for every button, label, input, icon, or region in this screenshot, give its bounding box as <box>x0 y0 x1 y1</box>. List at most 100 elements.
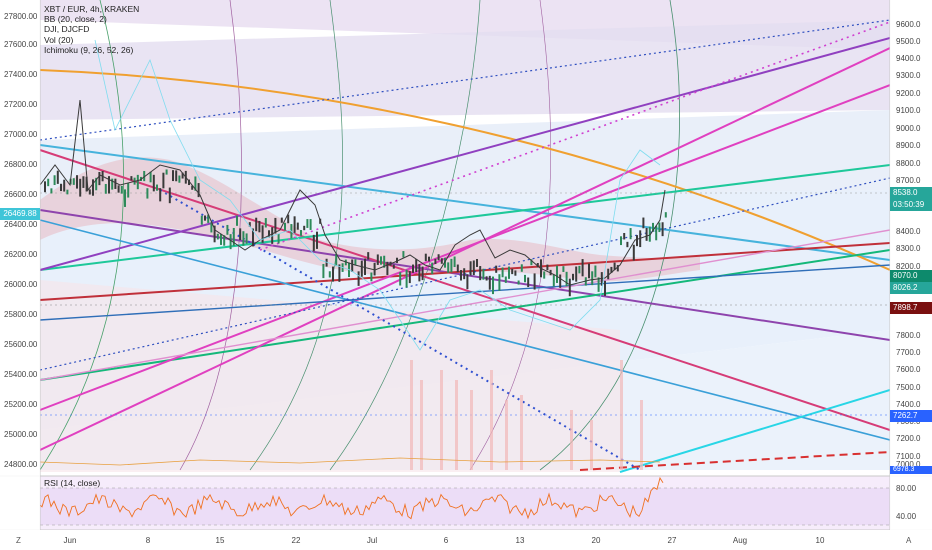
candle <box>511 268 514 275</box>
countdown-badge: 03:50:39 <box>890 199 932 211</box>
candle <box>364 258 366 276</box>
dji-overlay-label[interactable]: DJI, DJCFD <box>44 24 90 35</box>
candle <box>440 258 443 264</box>
right-axis-tick: 8400.0 <box>896 227 921 236</box>
candle <box>207 214 210 223</box>
candle <box>213 225 216 243</box>
candle <box>514 270 517 276</box>
candle <box>594 265 597 278</box>
candle <box>284 222 286 231</box>
candle <box>466 274 469 290</box>
time-axis-label: 20 <box>592 536 601 545</box>
candle <box>72 178 75 185</box>
rsi-indicator-label[interactable]: RSI (14, close) <box>44 478 101 488</box>
candle <box>581 259 584 277</box>
candle <box>434 258 437 265</box>
left-axis-tick: 26800.00 <box>4 160 38 169</box>
time-axis-label: Jun <box>64 536 77 545</box>
candle <box>197 183 200 198</box>
candle <box>117 185 120 193</box>
candle <box>258 220 261 233</box>
right-axis-tick: 7400.0 <box>896 400 921 409</box>
candle <box>194 176 197 191</box>
candle <box>572 273 574 281</box>
candle <box>146 188 149 199</box>
right-axis-tick: 7600.0 <box>896 365 921 374</box>
candle <box>575 266 578 282</box>
candle <box>508 266 510 279</box>
zoom-toggle[interactable]: Z <box>16 536 21 545</box>
bb-indicator-label[interactable]: BB (20, close, 2) <box>44 14 107 25</box>
candle <box>124 189 126 207</box>
candle <box>88 189 91 195</box>
candle <box>396 257 398 263</box>
candle <box>152 174 155 192</box>
time-axis-label: 22 <box>292 536 301 545</box>
right-axis-tick: 9400.0 <box>896 54 921 63</box>
candle <box>530 259 533 266</box>
candle <box>239 228 242 241</box>
candle <box>597 277 600 292</box>
candle <box>168 187 171 204</box>
candle <box>620 236 622 246</box>
candle <box>280 217 283 223</box>
candle <box>175 170 178 182</box>
time-axis-label: 8 <box>146 536 151 545</box>
candle <box>559 274 562 288</box>
candle <box>300 230 302 236</box>
candle <box>210 222 213 233</box>
candle <box>191 185 194 190</box>
candle <box>268 230 270 238</box>
bollinger-band <box>94 39 661 351</box>
ichimoku-indicator-label[interactable]: Ichimoku (9, 26, 52, 26) <box>44 44 134 55</box>
left-axis-tick: 25600.00 <box>4 340 38 349</box>
candle <box>172 170 174 182</box>
candle <box>111 178 114 190</box>
red-level-badge: 7898.7 <box>890 302 932 314</box>
candle <box>386 261 389 276</box>
candle <box>527 277 530 288</box>
left-axis-tick: 25400.00 <box>4 370 38 379</box>
candle <box>204 215 206 221</box>
candle <box>479 266 482 281</box>
candle <box>104 183 107 194</box>
blue-level-badge: 7262.7 <box>890 410 932 422</box>
candle <box>524 274 526 283</box>
time-axis-label: Aug <box>733 536 747 545</box>
candle <box>127 183 130 198</box>
candle <box>85 176 88 192</box>
right-axis-tick: 8800.0 <box>896 159 921 168</box>
right-axis-tick: 9200.0 <box>896 89 921 98</box>
candle <box>376 254 379 265</box>
candle <box>328 271 331 278</box>
right-axis-tick: 7500.0 <box>896 383 921 392</box>
left-axis-tick: 25800.00 <box>4 310 38 319</box>
candle <box>607 268 610 280</box>
candle <box>482 268 485 280</box>
candle <box>156 184 158 191</box>
candle <box>220 233 222 245</box>
candle <box>149 171 152 183</box>
candle <box>136 174 139 190</box>
candle <box>159 188 162 202</box>
candle <box>632 244 635 261</box>
candle <box>405 269 408 288</box>
symbol-title[interactable]: XBT / EUR, 4h, KRAKEN <box>44 4 140 14</box>
candle <box>47 178 50 187</box>
auto-scale-toggle[interactable]: A <box>906 536 912 545</box>
candle <box>652 222 654 232</box>
left-axis-tick: 26200.00 <box>4 250 38 259</box>
candle <box>645 227 648 241</box>
candle <box>92 179 94 196</box>
volume-indicator-label[interactable]: Vol (20) <box>44 34 74 45</box>
candle <box>274 217 277 234</box>
candle <box>412 264 414 273</box>
ichimoku-cloud <box>40 157 700 282</box>
candle <box>447 262 450 273</box>
candle <box>296 222 299 230</box>
candle <box>392 264 395 269</box>
channel-fill <box>40 280 620 472</box>
candle <box>245 233 248 244</box>
candle <box>380 256 382 265</box>
